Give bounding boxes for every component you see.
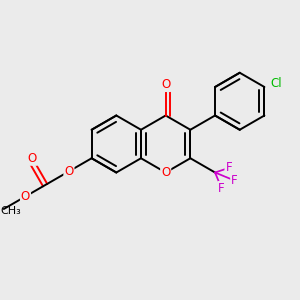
Text: O: O: [28, 152, 37, 165]
Text: O: O: [21, 190, 30, 203]
Text: O: O: [161, 166, 170, 179]
Text: F: F: [231, 174, 238, 187]
Text: Cl: Cl: [270, 77, 282, 90]
Text: CH₃: CH₃: [1, 206, 21, 216]
Text: O: O: [161, 78, 170, 91]
Text: F: F: [218, 182, 225, 195]
Text: O: O: [64, 165, 74, 178]
Text: F: F: [225, 161, 232, 174]
